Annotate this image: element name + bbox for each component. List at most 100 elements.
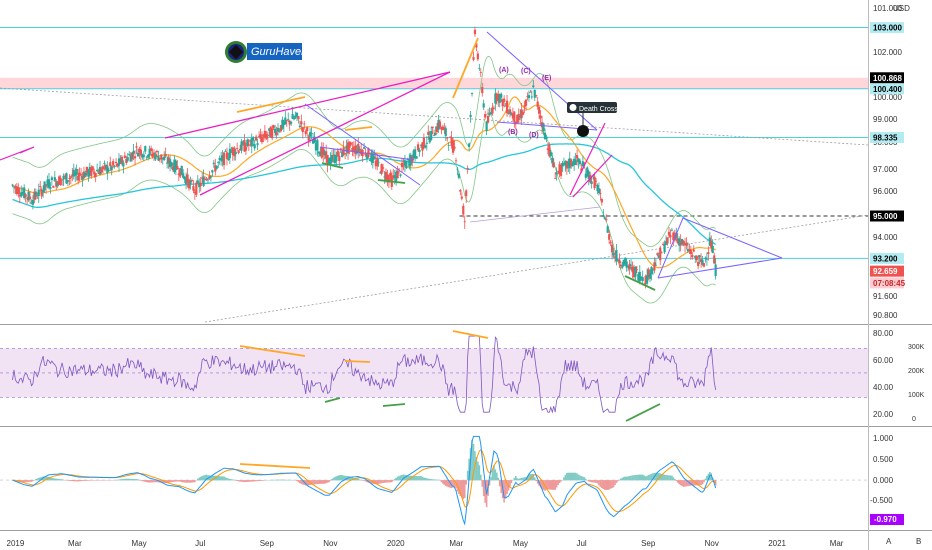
candle-body [686, 248, 690, 252]
candle-body [256, 143, 259, 146]
macd-histogram-bar [169, 480, 171, 483]
candle-body [138, 148, 141, 153]
candle-body [306, 127, 309, 131]
price-tick: 101.000 [873, 4, 902, 13]
candle-body [314, 143, 318, 151]
candle-body [47, 179, 51, 188]
scale-buttons[interactable]: A B [886, 537, 921, 546]
candle-body [338, 155, 341, 162]
candle-body [377, 162, 380, 164]
candle-body [72, 169, 75, 177]
macd-histogram-bar [300, 480, 303, 484]
macd-histogram-bar [687, 480, 689, 487]
candle-body [495, 93, 498, 101]
candle-body [282, 121, 285, 126]
candle-body [39, 186, 42, 188]
macd-histogram-bar [80, 480, 82, 482]
macd-histogram-bar [211, 475, 214, 481]
candle-body [68, 178, 71, 179]
macd-histogram-bar [497, 477, 500, 481]
macd-histogram-bar [641, 474, 644, 481]
candle-body [692, 249, 695, 252]
candle-body [341, 151, 344, 158]
candle-body [395, 171, 398, 182]
candle-body [434, 132, 437, 136]
macd-histogram-bar [175, 480, 177, 482]
macd-histogram-bar [334, 476, 336, 481]
macd-histogram-bar [628, 476, 631, 481]
candle-body [129, 155, 132, 162]
macd-histogram-bar [272, 479, 275, 481]
candle-body [139, 149, 142, 156]
macd-histogram-bar [421, 476, 424, 481]
candle-body [694, 255, 697, 258]
candle-body [231, 147, 234, 156]
candle-body [164, 154, 167, 157]
candle-body [28, 196, 32, 200]
candle-body [627, 266, 630, 268]
log-scale-button[interactable]: B [916, 537, 921, 546]
macd-histogram-bar [618, 479, 621, 481]
candle-body [266, 134, 269, 136]
candle-body [428, 136, 431, 143]
candle-body [114, 161, 118, 164]
candle-body [292, 117, 296, 120]
candle-body [81, 175, 84, 180]
macd-histogram-bar [545, 480, 548, 490]
macd-histogram-bar [392, 480, 395, 481]
macd-histogram-bar [563, 477, 565, 481]
candle-body [427, 131, 430, 135]
candle-body [364, 153, 367, 156]
candle-body [524, 99, 528, 106]
candle-body [126, 157, 129, 161]
macd-histogram-bar [256, 480, 259, 482]
macd-histogram-bar [450, 480, 453, 489]
macd-histogram-bar [140, 480, 142, 481]
rsi-line [12, 335, 717, 414]
candle-body [581, 161, 585, 167]
macd-histogram-bar [707, 473, 710, 481]
candle-body [309, 132, 312, 137]
macd-histogram-bar [348, 476, 351, 481]
macd-histogram-bar [444, 480, 447, 486]
macd-histogram-bar [32, 480, 34, 482]
macd-histogram-bar [173, 480, 176, 482]
candle-body [463, 221, 466, 223]
macd-histogram-bar [48, 476, 50, 481]
candle-body [513, 111, 516, 123]
candle-body [456, 168, 459, 170]
candle-body [535, 95, 538, 96]
candle-body [478, 67, 481, 69]
macd-histogram-bar [643, 475, 645, 481]
macd-histogram-bar [436, 479, 438, 481]
macd-histogram-bar [625, 476, 628, 481]
macd-histogram-bar [605, 480, 608, 490]
candle-body [618, 259, 621, 263]
macd-histogram-bar [161, 480, 164, 483]
macd-histogram-bar [539, 480, 542, 488]
macd-histogram-bar [395, 477, 397, 481]
auto-scale-button[interactable]: A [886, 537, 892, 546]
death-cross-annotation[interactable]: Death Cross [567, 102, 618, 137]
macd-histogram-bar [198, 477, 201, 481]
candle-body [131, 152, 134, 160]
price-tick: 96.000 [873, 187, 898, 196]
macd-histogram-bar [178, 480, 180, 482]
candle-body [389, 172, 392, 178]
macd-histogram-bar [338, 475, 341, 481]
rising-wedge-upper [164, 71, 451, 139]
macd-histogram-bar [116, 479, 119, 481]
candle-body [259, 134, 262, 139]
macd-histogram-bar [389, 480, 392, 483]
resistance-band [0, 77, 868, 89]
rsi-tick: 20.00 [873, 410, 894, 419]
candle-body [489, 112, 493, 115]
orange-divergence [452, 37, 479, 99]
macd-histogram-bar [417, 476, 419, 481]
macd-histogram-bar [299, 480, 301, 484]
candle-body [217, 162, 220, 163]
macd-histogram-bar [68, 480, 71, 481]
candle-body [641, 277, 644, 282]
rsi-pane [0, 330, 868, 422]
